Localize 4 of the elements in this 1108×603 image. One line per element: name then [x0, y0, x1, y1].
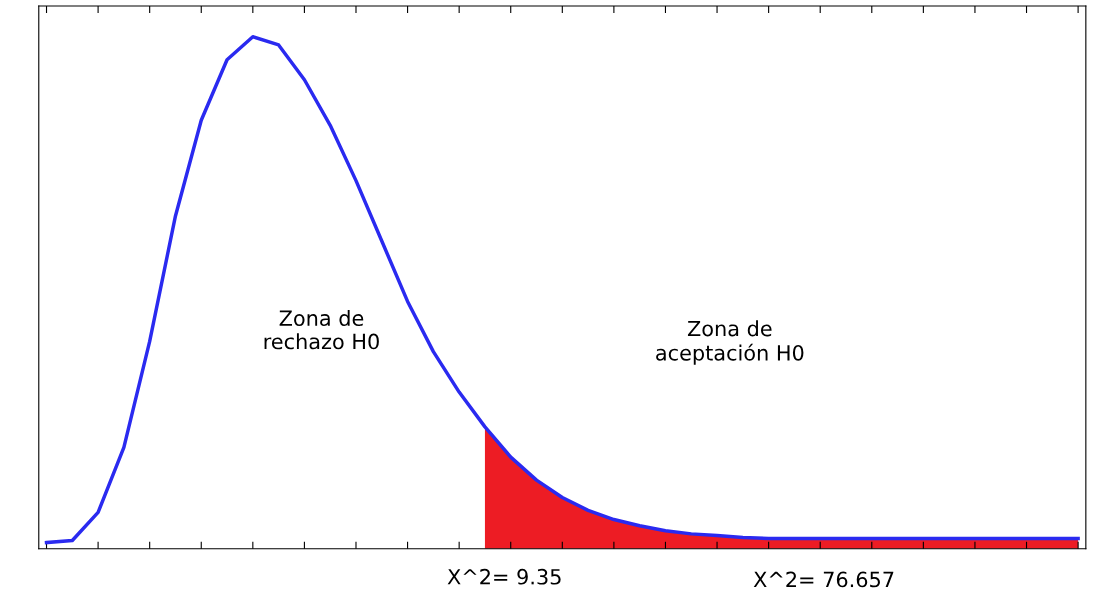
annotation: Zona de aceptación H0	[656, 320, 804, 365]
annotation: Zona de rechazo H0	[264, 309, 379, 350]
text: X^2= 76.657	[753, 571, 894, 588]
text: X^2= 9.35	[447, 568, 561, 585]
